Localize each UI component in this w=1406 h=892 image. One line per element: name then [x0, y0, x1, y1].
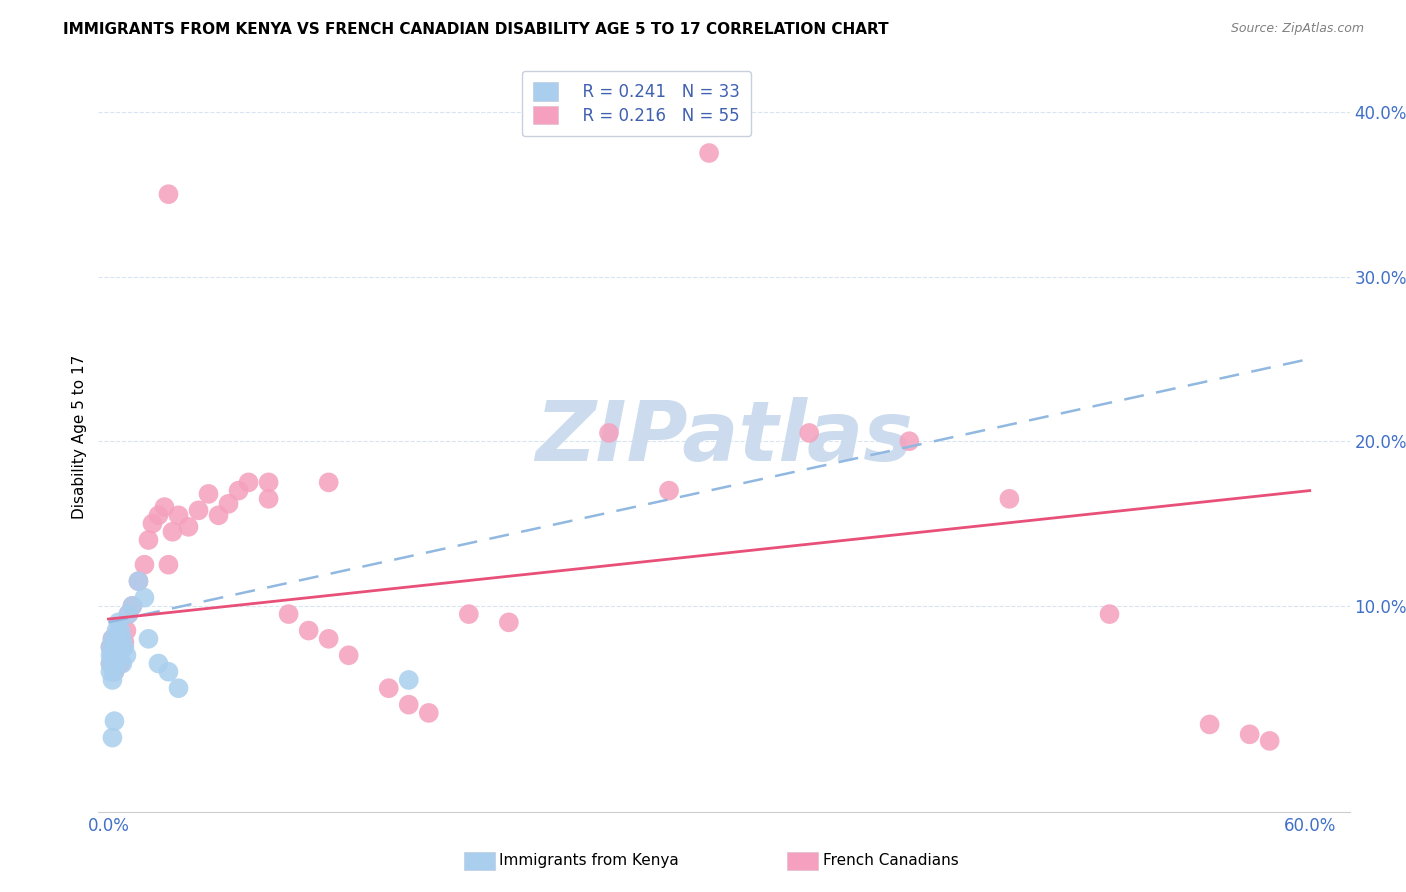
Point: [101, 731, 124, 745]
Point: [110, 645, 132, 659]
Point: [238, 475, 260, 490]
Point: [100, 657, 122, 671]
Point: [138, 632, 160, 646]
Point: [110, 624, 132, 638]
Point: [498, 615, 520, 630]
Point: [398, 673, 420, 687]
Point: [103, 714, 125, 728]
Point: [105, 635, 128, 649]
Point: [377, 681, 399, 696]
Point: [107, 615, 129, 630]
Point: [228, 483, 250, 498]
Point: [105, 624, 128, 638]
Point: [298, 624, 321, 638]
Point: [101, 632, 124, 646]
Point: [110, 657, 132, 671]
Point: [127, 574, 149, 589]
Point: [277, 607, 299, 621]
Point: [114, 635, 136, 649]
Point: [177, 520, 200, 534]
Point: [697, 146, 720, 161]
Point: [127, 574, 149, 589]
Point: [100, 657, 122, 671]
Point: [111, 657, 134, 671]
Point: [398, 698, 420, 712]
Text: Immigrants from Kenya: Immigrants from Kenya: [499, 854, 679, 868]
Text: IMMIGRANTS FROM KENYA VS FRENCH CANADIAN DISABILITY AGE 5 TO 17 CORRELATION CHAR: IMMIGRANTS FROM KENYA VS FRENCH CANADIAN…: [63, 22, 889, 37]
Point: [148, 508, 170, 523]
Point: [167, 508, 190, 523]
Point: [218, 497, 240, 511]
Point: [121, 599, 143, 613]
Point: [100, 640, 122, 654]
Point: [898, 434, 921, 449]
Point: [153, 500, 176, 514]
Point: [998, 491, 1021, 506]
Point: [138, 533, 160, 547]
Point: [101, 651, 124, 665]
Point: [318, 632, 340, 646]
Text: French Canadians: French Canadians: [823, 854, 959, 868]
Point: [101, 645, 124, 659]
Point: [117, 607, 139, 621]
Point: [157, 187, 180, 202]
Y-axis label: Disability Age 5 to 17: Disability Age 5 to 17: [72, 355, 87, 519]
Point: [658, 483, 681, 498]
Point: [457, 607, 479, 621]
Point: [167, 681, 190, 696]
Point: [1239, 727, 1261, 741]
Point: [105, 657, 128, 671]
Point: [103, 640, 125, 654]
Point: [1258, 734, 1281, 748]
Point: [103, 648, 125, 663]
Point: [1198, 717, 1220, 731]
Point: [598, 425, 620, 440]
Point: [418, 706, 440, 720]
Point: [197, 487, 219, 501]
Point: [107, 645, 129, 659]
Point: [107, 651, 129, 665]
Point: [103, 645, 125, 659]
Point: [121, 599, 143, 613]
Point: [101, 673, 124, 687]
Point: [101, 632, 124, 646]
Point: [111, 640, 134, 654]
Point: [100, 640, 122, 654]
Text: Source: ZipAtlas.com: Source: ZipAtlas.com: [1230, 22, 1364, 36]
Point: [117, 607, 139, 621]
Point: [134, 558, 156, 572]
Text: ZIPatlas: ZIPatlas: [536, 397, 912, 477]
Point: [207, 508, 229, 523]
Point: [157, 665, 180, 679]
Point: [115, 648, 138, 663]
Point: [318, 475, 340, 490]
Point: [257, 475, 280, 490]
Point: [148, 657, 170, 671]
Point: [100, 665, 122, 679]
Point: [100, 648, 122, 663]
Point: [162, 524, 184, 539]
Point: [103, 665, 125, 679]
Point: [115, 624, 138, 638]
Point: [105, 651, 128, 665]
Point: [101, 648, 124, 663]
Point: [337, 648, 360, 663]
Point: [141, 516, 163, 531]
Point: [111, 632, 134, 646]
Point: [114, 640, 136, 654]
Point: [187, 503, 209, 517]
Point: [157, 558, 180, 572]
Point: [107, 628, 129, 642]
Point: [105, 635, 128, 649]
Legend:   R = 0.241   N = 33,   R = 0.216   N = 55: R = 0.241 N = 33, R = 0.216 N = 55: [522, 70, 751, 136]
Point: [134, 591, 156, 605]
Point: [257, 491, 280, 506]
Point: [103, 665, 125, 679]
Point: [799, 425, 821, 440]
Point: [1098, 607, 1121, 621]
